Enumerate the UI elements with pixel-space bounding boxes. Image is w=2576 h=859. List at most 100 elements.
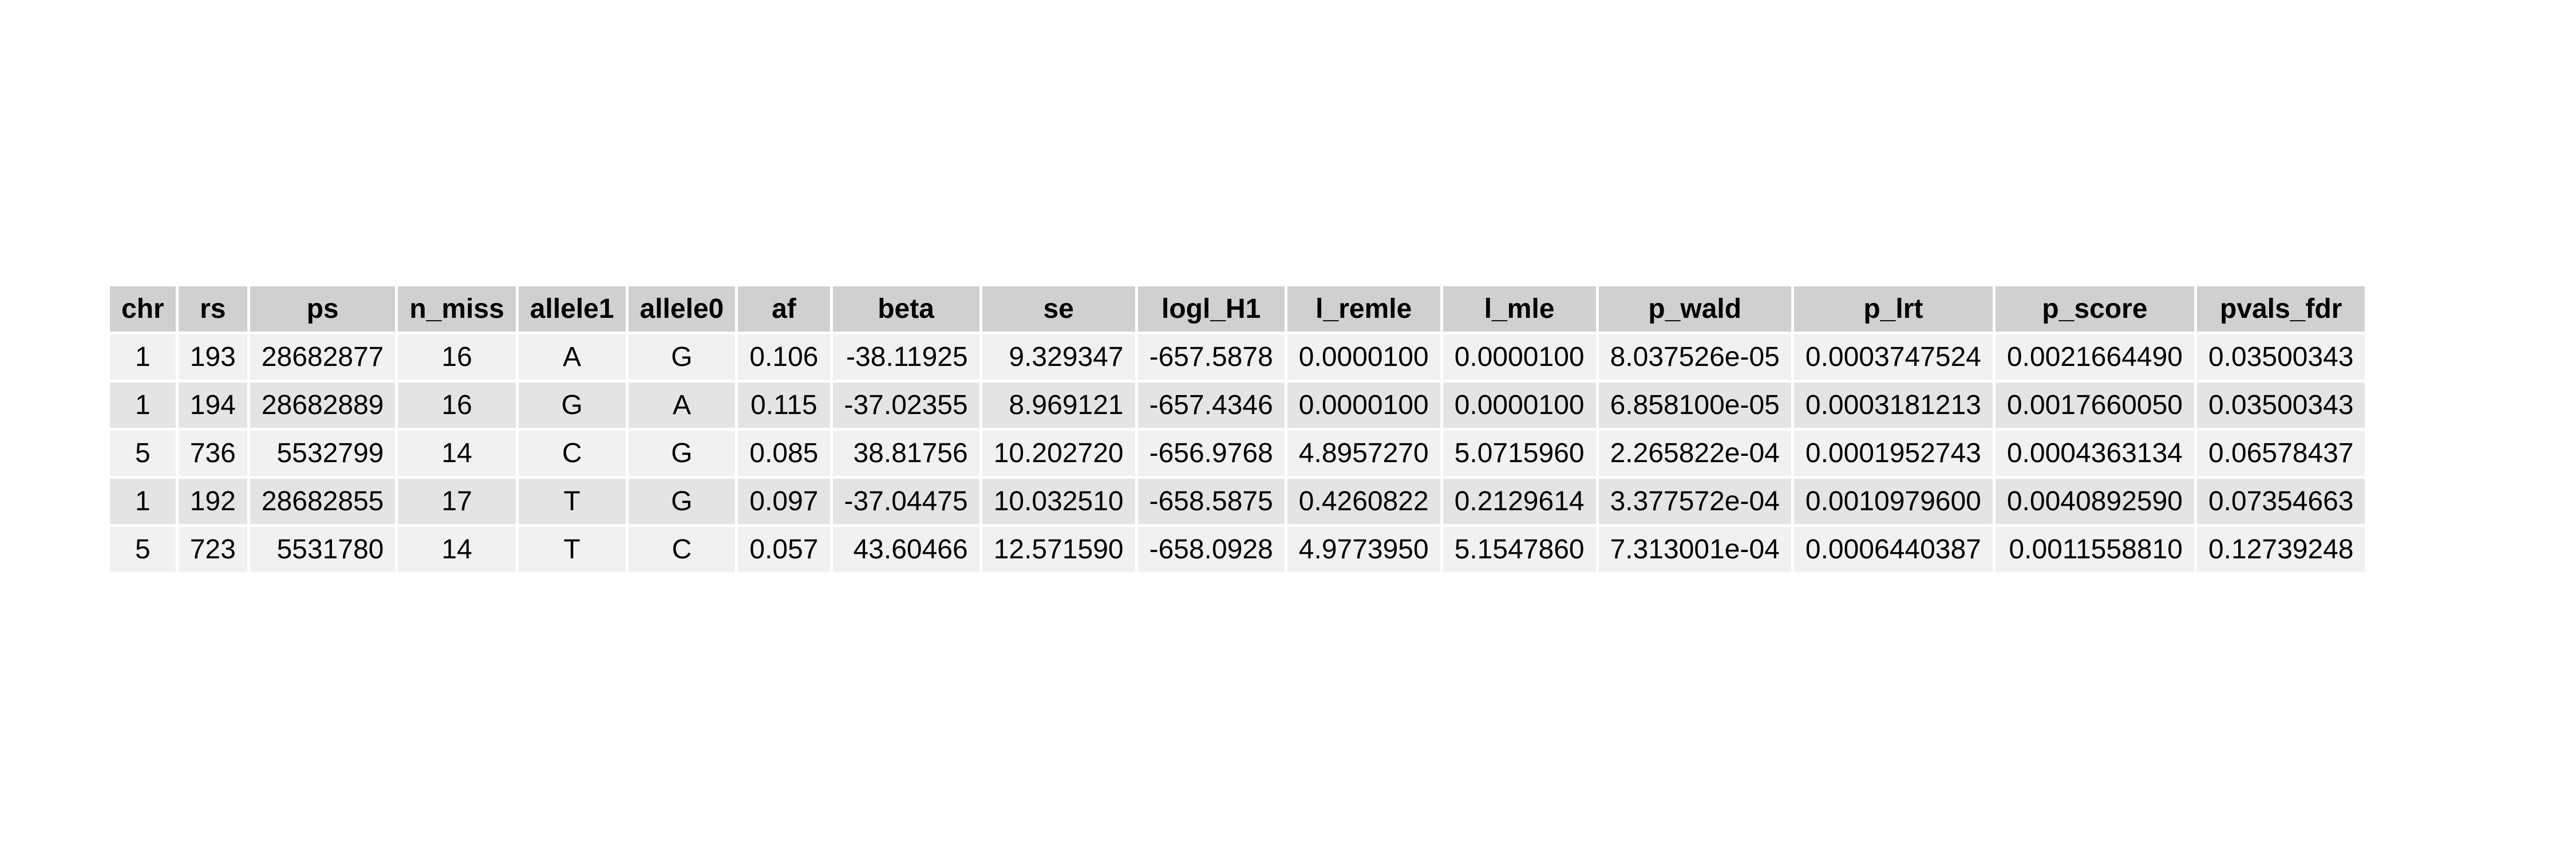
cell-p-lrt: 0.0010979600: [1793, 479, 1993, 524]
cell-p-wald: 6.858100e-05: [1598, 383, 1791, 428]
column-header-l-remle: l_remle: [1287, 286, 1440, 332]
cell-l-mle: 5.1547860: [1443, 527, 1596, 572]
cell-se: 8.969121: [982, 383, 1135, 428]
cell-chr: 5: [110, 431, 176, 476]
cell-pvals-fdr: 0.06578437: [2196, 431, 2365, 476]
cell-l-remle: 0.0000100: [1287, 334, 1440, 380]
cell-n-miss: 17: [398, 479, 516, 524]
column-header-p-wald: p_wald: [1598, 286, 1791, 332]
cell-allele0: C: [628, 527, 736, 572]
cell-se: 9.329347: [982, 334, 1135, 380]
cell-n-miss: 16: [398, 383, 516, 428]
cell-se: 10.202720: [982, 431, 1135, 476]
cell-allele0: A: [628, 383, 736, 428]
cell-rs: 194: [178, 383, 247, 428]
table-row: 5 736 5532799 14 C G 0.085 38.81756 10.202720 -65…: [110, 431, 2365, 476]
cell-p-wald: 2.265822e-04: [1598, 431, 1791, 476]
cell-beta: 43.60466: [832, 527, 979, 572]
cell-af: 0.085: [738, 431, 830, 476]
cell-n-miss: 16: [398, 334, 516, 380]
cell-p-score: 0.0040892590: [1995, 479, 2194, 524]
cell-allele0: G: [628, 334, 736, 380]
cell-l-remle: 4.9773950: [1287, 527, 1440, 572]
table-row: 1 194 28682889 16 G A 0.115 -37.02355 8.969121 -6…: [110, 383, 2365, 428]
cell-pvals-fdr: 0.03500343: [2196, 334, 2365, 380]
column-header-logl-h1: logl_H1: [1137, 286, 1285, 332]
cell-p-score: 0.0004363134: [1995, 431, 2194, 476]
column-header-allele1: allele1: [518, 286, 626, 332]
results-table: chr rs ps n_miss allele1 allele0 af beta se logl_…: [107, 283, 2368, 575]
cell-l-mle: 0.2129614: [1443, 479, 1596, 524]
cell-rs: 723: [178, 527, 247, 572]
cell-ps: 28682877: [250, 334, 396, 380]
cell-ps: 28682889: [250, 383, 396, 428]
column-header-af: af: [738, 286, 830, 332]
cell-logl-h1: -658.0928: [1137, 527, 1285, 572]
cell-n-miss: 14: [398, 527, 516, 572]
cell-p-score: 0.0021664490: [1995, 334, 2194, 380]
cell-logl-h1: -657.5878: [1137, 334, 1285, 380]
cell-pvals-fdr: 0.12739248: [2196, 527, 2365, 572]
cell-chr: 5: [110, 527, 176, 572]
cell-ps: 5532799: [250, 431, 396, 476]
cell-p-score: 0.0011558810: [1995, 527, 2194, 572]
cell-l-mle: 0.0000100: [1443, 334, 1596, 380]
cell-p-lrt: 0.0003747524: [1793, 334, 1993, 380]
cell-rs: 192: [178, 479, 247, 524]
cell-p-wald: 7.313001e-04: [1598, 527, 1791, 572]
cell-allele1: A: [518, 334, 626, 380]
cell-allele0: G: [628, 479, 736, 524]
cell-beta: -37.04475: [832, 479, 979, 524]
cell-l-remle: 4.8957270: [1287, 431, 1440, 476]
cell-rs: 736: [178, 431, 247, 476]
cell-l-mle: 0.0000100: [1443, 383, 1596, 428]
cell-se: 12.571590: [982, 527, 1135, 572]
header-row: chr rs ps n_miss allele1 allele0 af beta se logl_…: [110, 286, 2365, 332]
cell-p-score: 0.0017660050: [1995, 383, 2194, 428]
table-body: 1 193 28682877 16 A G 0.106 -38.11925 9.329347 -6…: [110, 334, 2365, 572]
cell-chr: 1: [110, 383, 176, 428]
cell-beta: -37.02355: [832, 383, 979, 428]
cell-allele1: T: [518, 527, 626, 572]
cell-pvals-fdr: 0.07354663: [2196, 479, 2365, 524]
cell-chr: 1: [110, 479, 176, 524]
cell-logl-h1: -657.4346: [1137, 383, 1285, 428]
cell-allele1: T: [518, 479, 626, 524]
cell-p-lrt: 0.0001952743: [1793, 431, 1993, 476]
cell-af: 0.115: [738, 383, 830, 428]
cell-logl-h1: -656.9768: [1137, 431, 1285, 476]
cell-af: 0.097: [738, 479, 830, 524]
cell-allele1: C: [518, 431, 626, 476]
cell-allele0: G: [628, 431, 736, 476]
cell-p-wald: 8.037526e-05: [1598, 334, 1791, 380]
column-header-l-mle: l_mle: [1443, 286, 1596, 332]
column-header-n-miss: n_miss: [398, 286, 516, 332]
column-header-beta: beta: [832, 286, 979, 332]
cell-l-remle: 0.4260822: [1287, 479, 1440, 524]
cell-beta: 38.81756: [832, 431, 979, 476]
cell-se: 10.032510: [982, 479, 1135, 524]
table-row: 1 193 28682877 16 A G 0.106 -38.11925 9.329347 -6…: [110, 334, 2365, 380]
cell-chr: 1: [110, 334, 176, 380]
cell-n-miss: 14: [398, 431, 516, 476]
cell-beta: -38.11925: [832, 334, 979, 380]
column-header-pvals-fdr: pvals_fdr: [2196, 286, 2365, 332]
cell-allele1: G: [518, 383, 626, 428]
column-header-chr: chr: [110, 286, 176, 332]
column-header-se: se: [982, 286, 1135, 332]
table-row: 1 192 28682855 17 T G 0.097 -37.04475 10.032510-…: [110, 479, 2365, 524]
cell-p-lrt: 0.0006440387: [1793, 527, 1993, 572]
table-row: 5 723 5531780 14 T C 0.057 43.60466 12.571590 -65…: [110, 527, 2365, 572]
cell-ps: 28682855: [250, 479, 396, 524]
cell-l-remle: 0.0000100: [1287, 383, 1440, 428]
column-header-ps: ps: [250, 286, 396, 332]
cell-pvals-fdr: 0.03500343: [2196, 383, 2365, 428]
cell-af: 0.057: [738, 527, 830, 572]
cell-l-mle: 5.0715960: [1443, 431, 1596, 476]
column-header-p-score: p_score: [1995, 286, 2194, 332]
cell-p-lrt: 0.0003181213: [1793, 383, 1993, 428]
column-header-p-lrt: p_lrt: [1793, 286, 1993, 332]
column-header-rs: rs: [178, 286, 247, 332]
cell-logl-h1: -658.5875: [1137, 479, 1285, 524]
cell-af: 0.106: [738, 334, 830, 380]
